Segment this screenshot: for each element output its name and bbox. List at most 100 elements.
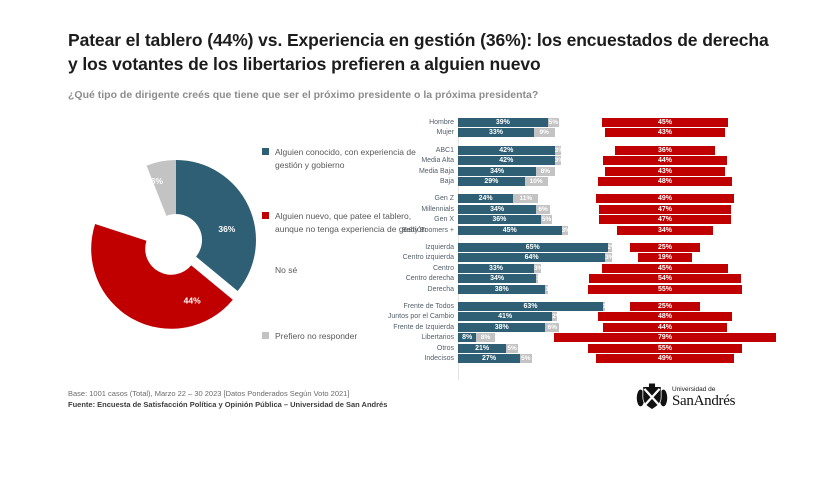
category-label: Indecisos xyxy=(424,355,454,362)
category-label: Frente de Izquierda xyxy=(393,323,454,331)
footer-source-note: Fuente: Encuesta de Satisfacción Polític… xyxy=(68,400,388,409)
bar-row: Millennials 34% 6% 47% xyxy=(370,204,810,214)
bar-nuevo: 34% xyxy=(617,225,713,235)
bar-row: Indecisos 27% 5% 49% xyxy=(370,354,810,363)
bar-nuevo: 55% xyxy=(588,284,742,294)
category-label: Media Baja xyxy=(418,167,454,175)
bar-nose: 8% xyxy=(536,166,555,176)
bar-known: 36% xyxy=(458,215,541,225)
bar-nuevo: 45% xyxy=(602,263,728,273)
category-label: Mujer xyxy=(436,129,454,137)
bar-nose: 1% xyxy=(602,302,606,311)
bar-known: 42% xyxy=(458,156,555,166)
category-label: Media Alta xyxy=(421,157,454,165)
bar-row: Otros 21% 5% 55% xyxy=(370,343,810,353)
bar-known: 8% xyxy=(458,333,477,343)
legend-label: Alguien nuevo, que patee el tablero, aun… xyxy=(275,211,427,234)
university-logo: Universidad de SanAndrés xyxy=(636,383,735,413)
donut-chart: 36% 44% 6% xyxy=(78,144,278,344)
bar-known: 65% xyxy=(458,243,608,252)
bar-row: Derecha 38%1% 55% xyxy=(370,284,810,294)
bar-nose: 3% xyxy=(561,225,569,235)
legend-swatch xyxy=(262,332,269,339)
category-label: Frente de Todos xyxy=(403,303,454,310)
legend-swatch xyxy=(262,266,269,273)
bar-nose: 5% xyxy=(540,215,553,225)
category-label: Baja xyxy=(439,178,454,185)
category-label: Derecha xyxy=(427,285,454,293)
donut-segment xyxy=(176,160,256,291)
category-label: Izquierda xyxy=(425,244,454,251)
bar-nuevo: 45% xyxy=(602,118,728,127)
bar-row: Mujer 33% 9% 43% xyxy=(370,128,810,138)
page-title: Patear el tablero (44%) vs. Experiencia … xyxy=(68,30,769,75)
bar-nuevo: 55% xyxy=(588,343,742,353)
bar-known: 63% xyxy=(458,302,603,311)
bar-nose: 6% xyxy=(545,322,560,332)
category-label: Hombre xyxy=(429,119,454,126)
bar-known: 34% xyxy=(458,166,537,176)
bar-known: 33% xyxy=(458,128,534,138)
bar-known: 33% xyxy=(458,263,534,273)
bar-nuevo: 43% xyxy=(604,166,726,176)
donut-segment xyxy=(91,224,233,329)
category-label: Millennials xyxy=(421,205,454,213)
bar-nuevo: 54% xyxy=(589,274,741,284)
bar-row: Media Alta 42%3% 44% xyxy=(370,156,810,166)
donut-segment xyxy=(99,165,167,232)
bar-nuevo: 79% xyxy=(554,333,776,343)
bar-known: 29% xyxy=(458,177,525,186)
bar-nuevo: 43% xyxy=(604,128,726,138)
bar-nuevo: 48% xyxy=(597,312,733,322)
footer-base-note: Base: 1001 casos (Total), Marzo 22 – 30 … xyxy=(68,389,350,398)
bar-nose: 6% xyxy=(536,204,550,214)
bar-row: Centro izquierda 64%3% 19% xyxy=(370,253,810,263)
bar-nose: 1% xyxy=(545,284,548,294)
bar-row: Izquierda 65%2% 25% xyxy=(370,243,810,252)
university-crest-icon xyxy=(636,383,668,410)
footer: Base: 1001 casos (Total), Marzo 22 – 30 … xyxy=(68,389,488,409)
bar-known: 38% xyxy=(458,284,546,294)
bar-nose: 3% xyxy=(554,145,562,155)
bar-nuevo: 49% xyxy=(596,354,734,363)
bar-row: Juntos por el Cambio 41%2% 48% xyxy=(370,312,810,322)
bar-known: 24% xyxy=(458,194,514,204)
bar-row: Frente de Izquierda 38% 6% 44% xyxy=(370,322,810,332)
donut-segment xyxy=(146,160,176,216)
bar-nuevo: 36% xyxy=(614,145,716,155)
category-label: Juntos por el Cambio xyxy=(387,313,454,321)
bar-nose: 5% xyxy=(547,118,560,127)
donut-value-label: 36% xyxy=(218,224,235,234)
bar-nuevo: 19% xyxy=(638,253,692,263)
bar-known: 64% xyxy=(458,253,606,263)
bar-known: 21% xyxy=(458,343,507,353)
bar-nose: 8% xyxy=(476,333,495,343)
bar-nuevo: 48% xyxy=(597,177,733,186)
bar-known: 34% xyxy=(458,204,537,214)
category-label: Otros xyxy=(436,344,454,352)
bar-nose: 2% xyxy=(607,243,613,252)
category-label: Gen X xyxy=(434,216,454,224)
legend: Alguien conocido, con experiencia de ges… xyxy=(262,140,432,380)
bar-nose: 3% xyxy=(554,156,562,166)
bar-row: Gen Z 24% 11% 49% xyxy=(370,194,810,204)
bar-row: Centro derecha 34%1% 54% xyxy=(370,274,810,284)
bar-nuevo: 49% xyxy=(596,194,734,204)
bar-row: Gen X 36% 5% 47% xyxy=(370,215,810,225)
university-logo-text: Universidad de SanAndrés xyxy=(672,386,735,410)
bar-nose: 3% xyxy=(605,253,613,263)
legend-label: Alguien conocido, con experiencia de ges… xyxy=(275,147,416,170)
bar-nose: 9% xyxy=(533,128,555,138)
bar-row: Baby Boomers + 45%3% 34% xyxy=(370,225,810,235)
bar-known: 42% xyxy=(458,145,555,155)
category-label: Centro xyxy=(432,264,454,272)
bar-chart: Hombre39%5%45%Mujer33%9%43%ABC142%3%36%M… xyxy=(370,116,810,390)
bar-known: 38% xyxy=(458,322,546,332)
legend-item: Prefiero no responder xyxy=(262,330,357,343)
donut-value-label: 6% xyxy=(151,176,164,186)
legend-swatch xyxy=(262,148,269,155)
bar-row: Hombre 39% 5% 45% xyxy=(370,118,810,127)
bar-nuevo: 25% xyxy=(630,243,700,252)
bar-nose: 5% xyxy=(506,343,518,353)
bar-nuevo: 47% xyxy=(599,215,731,225)
